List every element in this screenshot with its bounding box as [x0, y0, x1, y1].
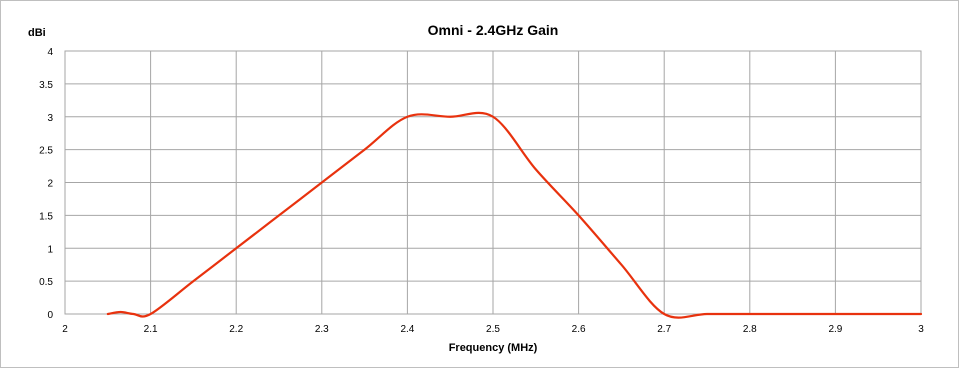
y-tick-label: 0.5 — [39, 277, 53, 288]
series-group — [106, 111, 923, 319]
x-tick-label: 2.2 — [229, 324, 243, 335]
x-tick-label: 2.7 — [657, 324, 671, 335]
y-tick-label: 1 — [47, 244, 53, 255]
y-tick-label: 4 — [47, 47, 53, 58]
y-tick-labels: 0 0.5 1 1.5 2 2.5 3 3.5 4 — [39, 47, 53, 321]
x-tick-label: 2.3 — [315, 324, 329, 335]
y-tick-label: 3.5 — [39, 80, 53, 91]
x-tick-label: 2.4 — [400, 324, 414, 335]
x-tick-label: 2.6 — [572, 324, 586, 335]
x-axis-title: Frequency (MHz) — [449, 342, 538, 354]
y-tick-label: 2.5 — [39, 146, 53, 157]
x-tick-label: 2.9 — [828, 324, 842, 335]
y-tick-label: 2 — [47, 179, 53, 190]
x-tick-label: 2 — [62, 324, 68, 335]
chart-title: Omni - 2.4GHz Gain — [428, 22, 559, 38]
y-axis-unit: dBi — [28, 27, 46, 39]
y-tick-label: 3 — [47, 113, 53, 124]
x-tick-label: 2.8 — [743, 324, 757, 335]
y-tick-label: 0 — [47, 310, 53, 321]
gain-series-line — [106, 111, 923, 319]
y-tick-label: 1.5 — [39, 211, 53, 222]
x-tick-labels: 2 2.1 2.2 2.3 2.4 2.5 2.6 2.7 2.8 2.9 3 — [62, 324, 924, 335]
x-tick-label: 2.5 — [486, 324, 500, 335]
plot-border — [64, 50, 922, 315]
x-tick-label: 2.1 — [144, 324, 158, 335]
x-tick-label: 3 — [918, 324, 924, 335]
